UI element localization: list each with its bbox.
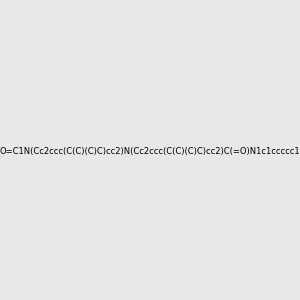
- Text: O=C1N(Cc2ccc(C(C)(C)C)cc2)N(Cc2ccc(C(C)(C)C)cc2)C(=O)N1c1ccccc1Cl: O=C1N(Cc2ccc(C(C)(C)C)cc2)N(Cc2ccc(C(C)(…: [0, 147, 300, 156]
